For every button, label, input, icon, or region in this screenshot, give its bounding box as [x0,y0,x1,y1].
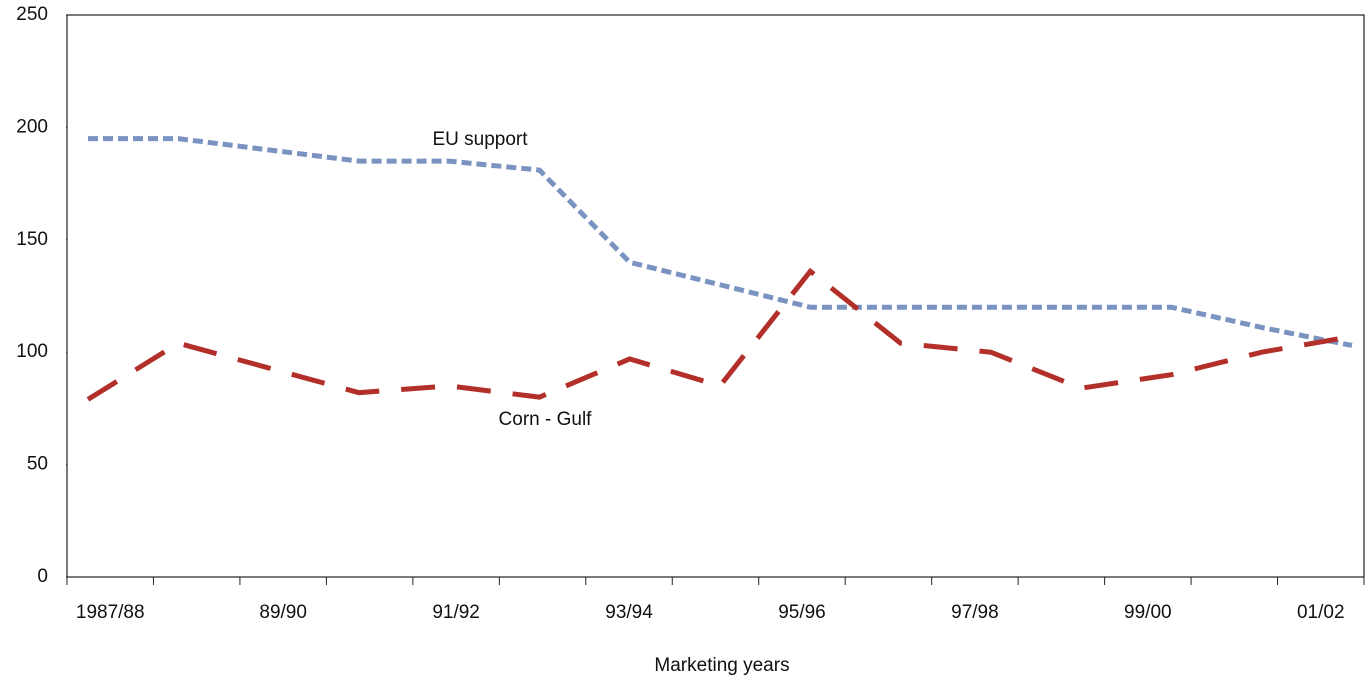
x-tick-label: 89/90 [259,602,307,623]
x-tick-label: 93/94 [605,602,653,623]
y-tick-label: 150 [16,229,48,250]
series-label: EU support [432,129,528,150]
y-tick-label: 200 [16,116,48,137]
y-tick-label: 100 [16,341,48,362]
x-tick-label: 1987/88 [76,602,145,623]
x-tick-label: 97/98 [951,602,999,623]
line-series [86,267,1353,402]
x-tick-label: 95/96 [778,602,826,623]
y-tick-label: 50 [27,454,48,475]
y-tick-label: 0 [37,566,48,587]
x-tick-label: 01/02 [1297,602,1345,623]
plot-frame [66,14,1365,578]
series-label: Corn - Gulf [499,409,593,430]
x-tick-label: 91/92 [432,602,480,623]
x-tick-label: 99/00 [1124,602,1172,623]
y-tick-label: 250 [16,4,48,25]
line-series [88,136,1353,348]
x-axis-label: Marketing years [654,655,789,676]
